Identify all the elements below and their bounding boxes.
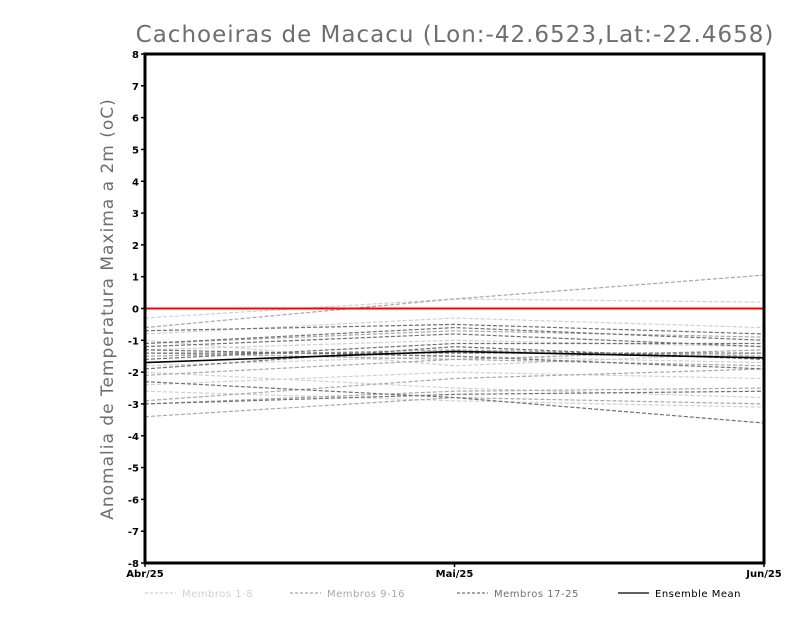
series-line-membros-17-25 — [144, 326, 765, 345]
plot-frame — [143, 52, 766, 565]
series-line-membros-17-25 — [144, 323, 765, 335]
series-line-membros-17-25 — [144, 390, 765, 405]
y-tick-label: 2 — [132, 241, 139, 252]
series-line-membros-17-25 — [144, 342, 764, 360]
series-line-membros-17-25 — [144, 349, 765, 370]
chart-title: Cachoeiras de Macacu (Lon:-42.6523,Lat:-… — [136, 22, 775, 48]
series-line-membros-9-16 — [144, 368, 765, 402]
y-tick-label: 5 — [132, 145, 139, 156]
x-tick-label: Abr/25 — [126, 569, 163, 580]
y-tick-label: 8 — [132, 50, 139, 61]
series-line-membros-1-8 — [144, 390, 765, 408]
y-tick-label: 3 — [132, 209, 139, 220]
series-line-membros-9-16 — [144, 352, 765, 367]
series-line-membros-1-8 — [144, 371, 765, 399]
series-line-membros-1-8 — [144, 371, 765, 386]
legend-label: Membros 1-8 — [182, 589, 253, 600]
y-tick-label: -7 — [128, 527, 139, 538]
series-line-membros-9-16 — [144, 396, 765, 418]
x-tick-label: Mai/25 — [436, 569, 474, 580]
series-line-membros-1-8 — [144, 317, 765, 335]
series-line-membros-17-25 — [144, 381, 765, 424]
series-line-membros-17-25 — [144, 333, 765, 348]
y-tick-label: -2 — [128, 368, 139, 379]
y-tick-label: 4 — [132, 177, 139, 188]
y-tick-label: -4 — [128, 432, 139, 443]
series-line-membros-9-16 — [144, 387, 765, 405]
legend-label: Ensemble Mean — [655, 589, 741, 600]
y-axis-label: Anomalia de Temperatura Maxima a 2m (oC) — [98, 98, 118, 520]
legend-label: Membros 9-16 — [327, 589, 405, 600]
series-line-membros-1-8 — [144, 298, 765, 319]
y-tick-label: 1 — [132, 273, 139, 284]
y-tick-label: -8 — [128, 559, 139, 570]
y-tick-label: -1 — [128, 336, 139, 347]
x-tick-label: Jun/25 — [745, 569, 782, 580]
y-tick-label: 6 — [132, 114, 139, 125]
y-tick-label: 0 — [132, 305, 139, 316]
series-line-membros-1-8 — [144, 339, 765, 367]
series-line-membros-1-8 — [144, 339, 765, 351]
series-line-membros-9-16 — [144, 330, 765, 345]
series-line-ensemble-mean — [144, 350, 765, 364]
y-tick-label: -6 — [128, 495, 139, 506]
y-tick-label: -3 — [128, 400, 139, 411]
y-tick-label: -5 — [128, 464, 139, 475]
legend-label: Membros 17-25 — [494, 589, 579, 600]
y-tick-label: 7 — [132, 82, 139, 93]
series-line-membros-9-16 — [144, 274, 765, 329]
series-line-membros-1-8 — [144, 355, 765, 367]
